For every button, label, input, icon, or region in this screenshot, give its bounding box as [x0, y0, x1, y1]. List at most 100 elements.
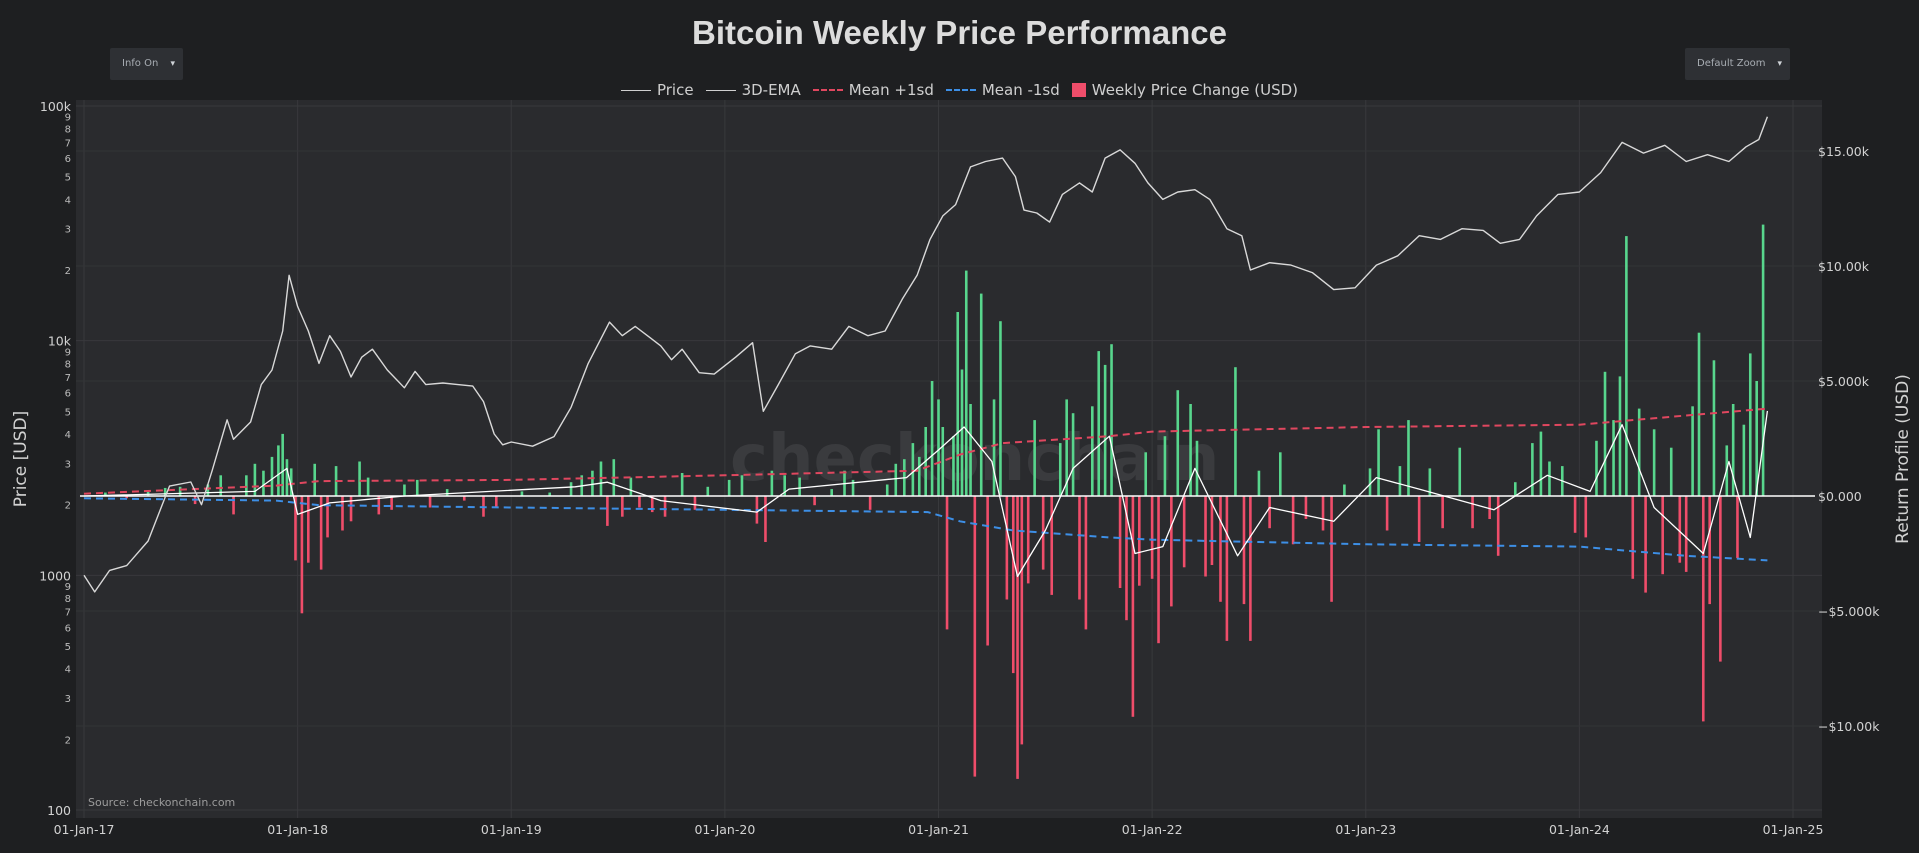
weekly-change-bar [1748, 353, 1752, 496]
weekly-change-bar [1625, 236, 1628, 496]
weekly-change-bar [313, 463, 317, 496]
weekly-change-bar [1144, 452, 1148, 496]
weekly-change-bar [992, 399, 996, 496]
weekly-change-bar [1097, 351, 1101, 496]
y-left-minor-tick-label: 3 [65, 459, 71, 470]
series-lines [80, 116, 1815, 593]
weekly-change-bar [403, 484, 406, 496]
weekly-change-bar [830, 489, 833, 496]
y-left-minor-tick-label: 8 [65, 125, 71, 136]
y-left-minor-tick-label: 6 [65, 154, 71, 165]
legend-item-price[interactable]: Price [620, 81, 694, 99]
weekly-change-bar [1084, 496, 1088, 630]
y-left-tick-label: 100 [47, 803, 71, 818]
legend-item-mean-plus[interactable]: Mean +1sd [812, 81, 934, 99]
weekly-change-bar [1065, 399, 1068, 496]
y-left-minor-tick-label: 7 [65, 138, 71, 149]
y-right-tick-label: $15.00k [1818, 144, 1870, 159]
y-right-tick-label: −$5.000k [1818, 604, 1880, 619]
weekly-change-bar [1428, 468, 1432, 496]
y-left-minor-tick-label: 3 [65, 694, 71, 705]
weekly-change-bar [307, 496, 310, 563]
weekly-change-bar [1195, 440, 1199, 496]
legend-label: 3D-EMA [741, 81, 801, 99]
zoom-dropdown[interactable]: Default Zoom ▾ [1685, 48, 1790, 80]
x-tick-label: 01-Jan-23 [1335, 822, 1396, 837]
weekly-change-bar [663, 496, 667, 517]
weekly-change-bar [1417, 496, 1421, 542]
weekly-change-bar [1678, 496, 1682, 563]
y-right-tick-label: $5.000k [1818, 374, 1870, 389]
weekly-change-bar [941, 427, 945, 496]
weekly-change-bar [270, 456, 274, 496]
weekly-change-bar [428, 496, 432, 508]
y-left-minor-tick-label: 6 [65, 623, 71, 634]
weekly-change-bar [1026, 496, 1030, 584]
info-toggle-dropdown[interactable]: Info On ▾ [110, 48, 183, 80]
weekly-change-bar [1343, 484, 1346, 496]
weekly-change-bar [1020, 496, 1024, 745]
x-tick-label: 01-Jan-17 [54, 822, 115, 837]
weekly-change-bar [1471, 496, 1474, 529]
weekly-change-bar [300, 496, 304, 614]
weekly-change-bar [727, 479, 731, 496]
weekly-change-bar [569, 482, 573, 496]
x-tick-label: 01-Jan-20 [694, 822, 755, 837]
weekly-change-bar [629, 477, 633, 496]
weekly-change-bar [358, 461, 361, 496]
weekly-change-bar [1637, 408, 1641, 496]
y-left-minor-tick-label: 8 [65, 594, 71, 605]
weekly-change-bar [1078, 496, 1081, 600]
legend-item-ema[interactable]: 3D-EMA [705, 81, 801, 99]
y-left-minor-tick-label: 9 [65, 582, 71, 593]
weekly-change-bar [1742, 424, 1746, 496]
weekly-change-bar [885, 484, 889, 496]
weekly-change-bar [1458, 447, 1462, 496]
x-tick-label: 01-Jan-24 [1549, 822, 1610, 837]
weekly-change-bar [1368, 468, 1372, 496]
weekly-change-bar [1125, 496, 1128, 621]
weekly-change-bar [1050, 496, 1054, 595]
dashed-line-swatch-icon [945, 89, 976, 91]
weekly-change-bar [1612, 420, 1615, 496]
weekly-change-bar [163, 487, 167, 496]
weekly-change-bar [285, 459, 289, 496]
weekly-change-bar [415, 479, 419, 496]
weekly-change-bar [964, 270, 968, 496]
weekly-change-bar [986, 496, 989, 646]
weekly-change-bar [1110, 344, 1113, 496]
x-tick-label: 01-Jan-25 [1763, 822, 1824, 837]
chevron-down-icon: ▾ [170, 59, 175, 69]
legend-label: Price [656, 81, 694, 99]
weekly-change-bar [1016, 496, 1019, 779]
weekly-change-bar [1182, 496, 1186, 568]
weekly-change-bar [1539, 431, 1543, 496]
legend-label: Weekly Price Change (USD) [1091, 81, 1299, 99]
legend-item-weekly-change[interactable]: Weekly Price Change (USD) [1071, 81, 1299, 99]
square-swatch-icon [1071, 83, 1086, 97]
source-note: Source: checkonchain.com [88, 796, 235, 809]
weekly-change-bar [1595, 440, 1598, 496]
weekly-change-bar [548, 492, 552, 496]
weekly-change-bar [1234, 367, 1237, 496]
y-left-minor-tick-label: 4 [65, 430, 71, 441]
y-left-minor-tick-label: 4 [65, 195, 71, 206]
weekly-change-bar [1131, 496, 1135, 717]
weekly-change-bar [930, 381, 934, 496]
y-left-minor-tick-label: 5 [65, 173, 71, 184]
weekly-change-bar [1210, 496, 1214, 565]
legend-item-mean-minus[interactable]: Mean -1sd [945, 81, 1060, 99]
weekly-change-bar [1257, 470, 1261, 496]
weekly-change-bar [1204, 496, 1207, 577]
x-tick-label: 01-Jan-19 [481, 822, 542, 837]
weekly-change-bar [1407, 420, 1410, 496]
weekly-change-bar [390, 496, 393, 510]
weekly-change-bar [851, 479, 855, 496]
weekly-change-bar [1631, 496, 1635, 579]
y-left-minor-tick-label: 9 [65, 347, 71, 358]
weekly-change-bar [693, 496, 697, 510]
weekly-change-bar [1189, 404, 1192, 496]
x-tick-label: 01-Jan-18 [267, 822, 328, 837]
weekly-change-bar [952, 436, 955, 496]
